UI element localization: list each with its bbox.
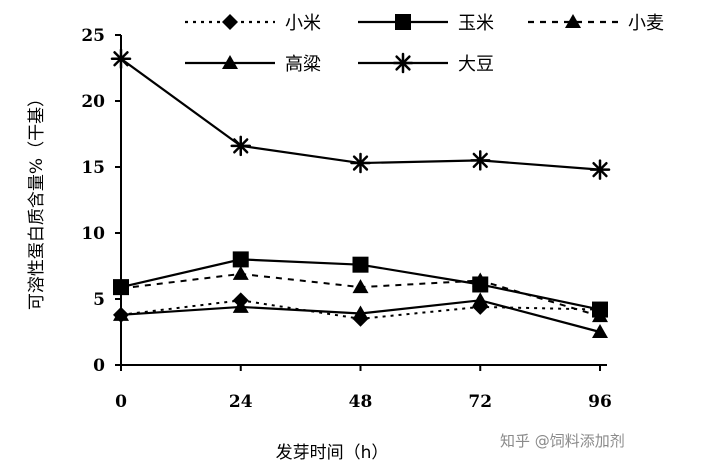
point-3-2 — [352, 305, 369, 320]
series-3 — [113, 292, 608, 338]
x-tick-label-0: 0 — [115, 392, 127, 412]
series-2 — [113, 265, 608, 323]
y-tick-label-0: 0 — [93, 356, 105, 376]
legend-label-2: 小麦 — [628, 13, 664, 34]
y-tick-label-3: 15 — [81, 158, 105, 178]
legend-item-2: 小麦 — [528, 13, 664, 34]
point-2-2 — [352, 279, 369, 294]
legend-marker-1 — [395, 14, 411, 30]
point-4-2 — [350, 152, 371, 174]
legend-marker-3 — [222, 55, 238, 69]
point-3-0 — [113, 306, 129, 321]
y-tick-label-5: 25 — [81, 26, 105, 46]
point-3-3 — [472, 292, 489, 307]
y-tick-label-2: 10 — [81, 224, 105, 244]
legend-marker-2 — [565, 14, 581, 28]
point-2-4 — [592, 308, 608, 323]
point-2-0 — [113, 280, 129, 295]
legend-label-3: 高粱 — [285, 54, 321, 75]
legend-label-4: 大豆 — [458, 54, 494, 75]
watermark: 知乎 @饲料添加剂 — [500, 432, 625, 450]
y-tick-label-1: 5 — [93, 290, 105, 310]
point-4-0 — [110, 48, 132, 70]
x-tick-label-2: 48 — [349, 392, 373, 412]
point-3-4 — [592, 324, 608, 338]
point-2-3 — [472, 272, 489, 287]
point-4-4 — [589, 159, 611, 180]
y-tick-label-4: 20 — [81, 92, 105, 112]
y-ticks: 0 5 10 15 20 25 — [81, 26, 121, 376]
point-4-3 — [470, 150, 491, 171]
point-1-2 — [352, 256, 369, 273]
x-axis-title: 发芽时间（h） — [276, 443, 389, 463]
legend-label-0: 小米 — [285, 13, 321, 34]
legend-marker-0 — [222, 14, 238, 30]
series-4 — [110, 48, 611, 180]
point-3-1 — [232, 298, 249, 313]
legend-item-1: 玉米 — [358, 13, 494, 34]
plot-area — [110, 48, 611, 338]
legend-label-1: 玉米 — [458, 13, 494, 34]
x-tick-label-3: 72 — [468, 392, 492, 412]
x-ticks: 0 24 48 72 96 — [115, 365, 612, 412]
point-4-1 — [230, 135, 251, 157]
x-tick-label-4: 96 — [588, 392, 612, 412]
legend-marker-4 — [392, 52, 414, 74]
legend-item-4: 大豆 — [358, 52, 494, 75]
legend-item-3: 高粱 — [185, 54, 321, 75]
legend-item-0: 小米 — [185, 13, 321, 34]
y-axis-title: 可溶性蛋白质含量%（干基） — [27, 90, 47, 310]
x-tick-label-1: 24 — [229, 392, 253, 412]
point-1-1 — [232, 251, 249, 268]
point-2-1 — [232, 265, 249, 280]
